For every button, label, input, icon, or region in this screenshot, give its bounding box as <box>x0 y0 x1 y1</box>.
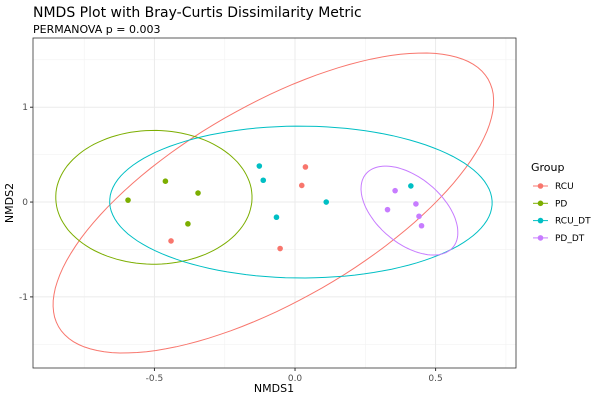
legend-key-point <box>537 217 544 224</box>
point-pd <box>162 178 169 184</box>
legend-label: PD <box>555 199 567 209</box>
y-axis-label: NMDS2 <box>3 183 16 223</box>
point-pd_dt <box>384 206 391 213</box>
point-rcu_dt <box>256 163 263 169</box>
point-pd <box>185 221 191 227</box>
point-pd_dt <box>413 201 419 207</box>
point-rcu <box>302 164 309 170</box>
legend-label: RCU <box>555 182 574 192</box>
x-tick-label: 0.5 <box>428 374 442 384</box>
point-pd <box>125 197 131 203</box>
panel-border <box>32 37 517 369</box>
ellipse-pd_dt <box>360 165 459 256</box>
legend-key-point <box>537 200 544 207</box>
ellipse-rcu <box>52 52 495 354</box>
point-rcu_dt <box>408 183 414 189</box>
chart-title: NMDS Plot with Bray-Curtis Dissimilarity… <box>33 5 362 21</box>
point-rcu <box>298 182 305 189</box>
point-rcu_dt <box>260 177 267 184</box>
ellipse-rcu_dt <box>109 125 493 279</box>
point-pd <box>195 190 201 196</box>
y-tick-label: -1 <box>19 293 28 303</box>
legend-key-point <box>537 183 544 189</box>
x-tick-label: -0.5 <box>146 374 164 384</box>
point-rcu_dt <box>273 214 280 221</box>
point-rcu_dt <box>323 199 330 205</box>
legend-label: RCU_DT <box>555 217 591 227</box>
legend-key-point <box>537 235 544 241</box>
legend-title: Group <box>531 161 565 174</box>
ellipse-pd <box>55 129 253 265</box>
point-pd_dt <box>418 222 425 229</box>
y-tick-label: 0 <box>22 198 28 208</box>
point-rcu <box>277 245 283 252</box>
y-tick-label: 1 <box>22 103 28 113</box>
chart-subtitle: PERMANOVA p = 0.003 <box>33 23 160 36</box>
x-tick-label: 0.0 <box>288 374 303 384</box>
legend-label: PD_DT <box>555 234 585 244</box>
x-axis-label: NMDS1 <box>254 382 294 395</box>
point-pd_dt <box>392 187 398 194</box>
point-rcu <box>168 238 174 244</box>
point-pd_dt <box>416 213 422 220</box>
